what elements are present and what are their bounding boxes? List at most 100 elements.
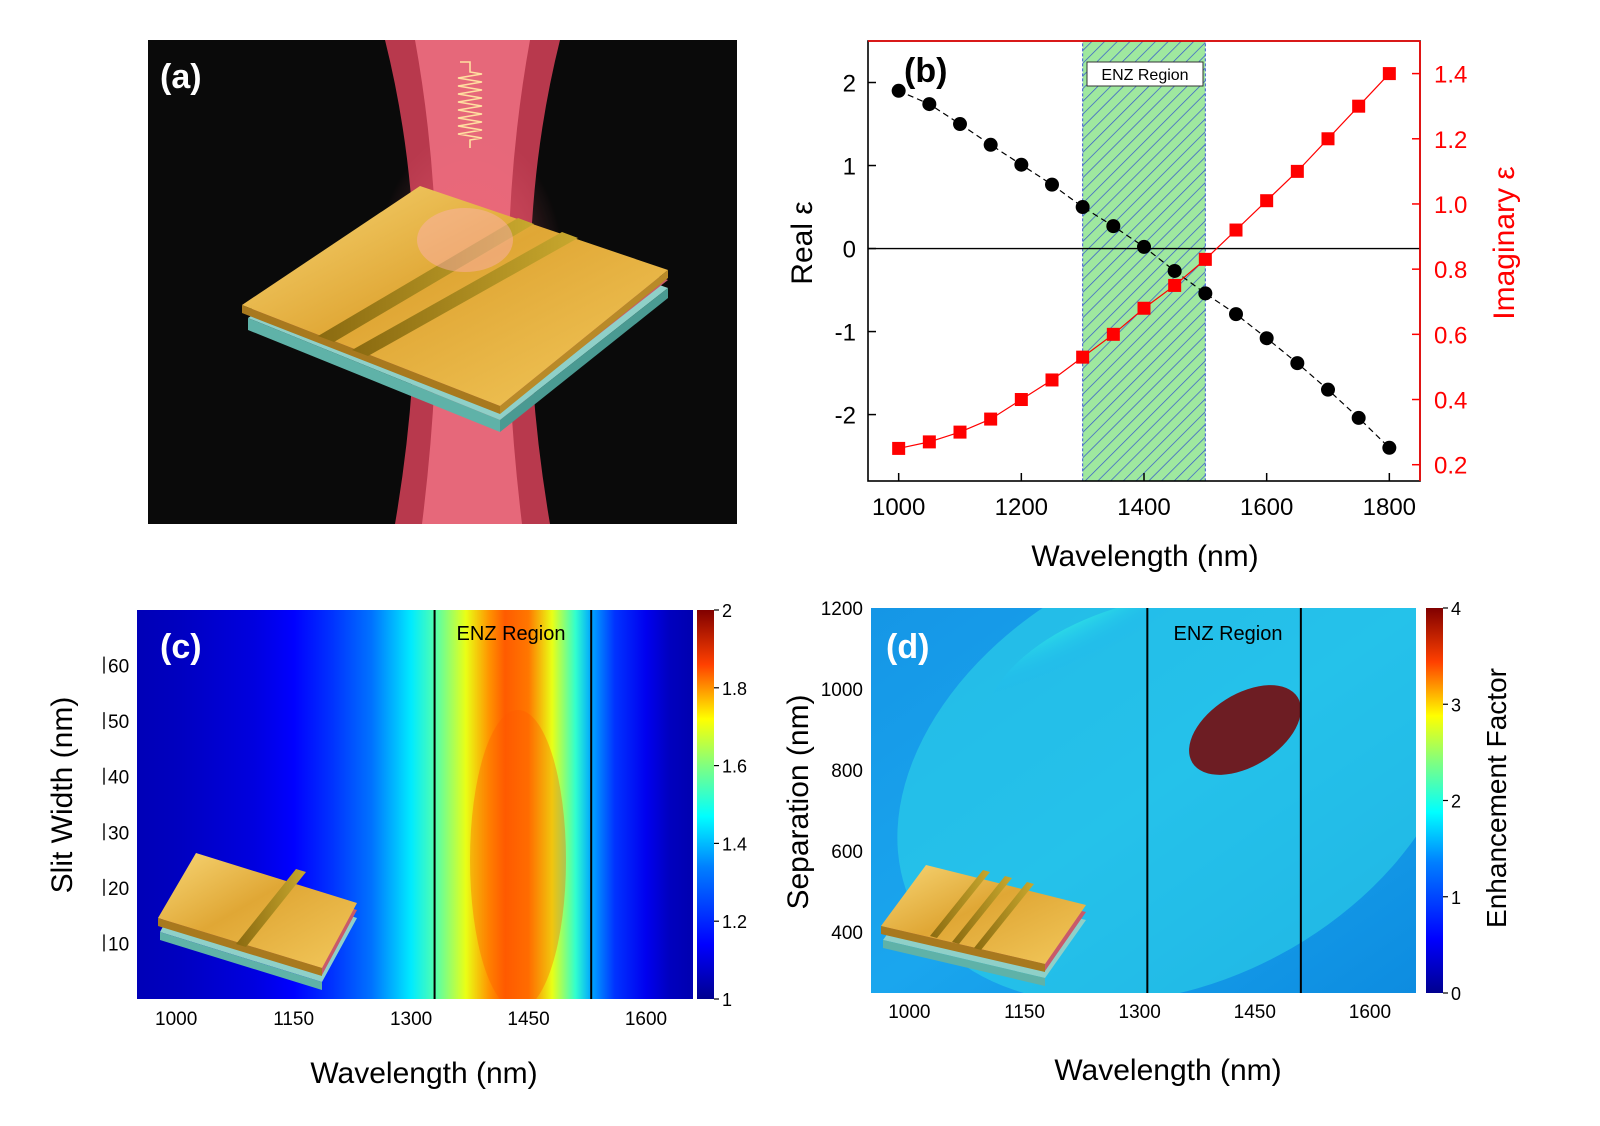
imag-eps-point <box>1168 279 1181 292</box>
y-tick-label-right-b: 1.2 <box>1434 127 1467 154</box>
colorbar-c-ticks: 21.81.61.41.21 <box>714 601 747 1010</box>
x-tick-label-b: 1400 <box>1117 494 1170 521</box>
imag-eps-point <box>1015 393 1028 406</box>
real-eps-point <box>1014 158 1028 172</box>
colorbar-tick-label-c: 2 <box>722 601 732 621</box>
colorbar-tick-label-c: 1.6 <box>722 757 747 777</box>
y-tick-label-d: 800 <box>831 761 863 782</box>
colorbar-tick-label-d: 2 <box>1451 792 1461 812</box>
colorbar-tick-label-c: 1.2 <box>722 912 747 932</box>
y-axis-label-right-b: Imaginary ε <box>1488 166 1521 319</box>
x-tick-label-c: 1000 <box>155 1009 197 1030</box>
colorbar-tick-label-d: 1 <box>1451 888 1461 908</box>
colorbar-d-ticks: 4 3 2 1 0 <box>1443 599 1461 1004</box>
y-tick-label-right-b: 1.4 <box>1434 62 1467 89</box>
enz-label-c: ENZ Region <box>457 623 566 645</box>
imag-eps-point <box>984 413 997 426</box>
imag-eps-point <box>1260 194 1273 207</box>
imag-eps-point <box>954 426 967 439</box>
imag-eps-point <box>1107 328 1120 341</box>
y-tick-label-d: 400 <box>831 923 863 944</box>
x-tick-label-b: 1800 <box>1363 494 1416 521</box>
x-tick-label-b: 1000 <box>872 494 925 521</box>
x-tick-label-c: 1150 <box>273 1009 314 1030</box>
x-axis-label-c: Wavelength (nm) <box>310 1057 537 1090</box>
real-eps-point <box>1260 331 1274 345</box>
y-tick-label-c: 50 <box>108 712 129 733</box>
colorbar-d <box>1426 608 1443 993</box>
colorbar-tick-label-c: 1.8 <box>722 679 747 699</box>
panel-c: ENZ Region 1000 1150 1300 1450 1600 60 50 40 30 2… <box>46 601 747 1090</box>
imag-eps-point <box>1076 351 1089 364</box>
real-eps-point <box>984 138 998 152</box>
y-tick-label-left-b: 1 <box>843 154 856 181</box>
imag-eps-point <box>1383 67 1396 80</box>
colorbar-tick-label-d: 4 <box>1451 599 1461 619</box>
real-eps-point <box>1106 219 1120 233</box>
real-eps-point <box>1229 307 1243 321</box>
imag-eps-point <box>1138 302 1151 315</box>
real-eps-point <box>953 117 967 131</box>
panel-label-b: (b) <box>904 52 947 90</box>
x-axis-label-d: Wavelength (nm) <box>1054 1054 1281 1087</box>
real-eps-point <box>1045 178 1059 192</box>
y-tick-label-right-b: 0.2 <box>1434 453 1467 480</box>
y-tick-label-c: 10 <box>108 934 129 955</box>
y-tick-label-right-b: 1.0 <box>1434 192 1467 219</box>
x-tick-label-d: 1150 <box>1004 1002 1045 1023</box>
imag-eps-point <box>1322 132 1335 145</box>
real-eps-point <box>1352 411 1366 425</box>
colorbar-tick-label-c: 1 <box>722 990 732 1010</box>
x-tick-label-c: 1300 <box>390 1009 432 1030</box>
panel-a: (a) <box>148 40 737 524</box>
enz-label-b: ENZ Region <box>1101 67 1188 84</box>
x-tick-label-c: 1600 <box>625 1009 667 1030</box>
imag-eps-point <box>892 442 905 455</box>
x-tick-label-c: 1450 <box>507 1009 549 1030</box>
x-tick-label-d: 1000 <box>888 1002 930 1023</box>
panel-label-c: (c) <box>160 628 202 666</box>
y-axis-label-d: Separation (nm) <box>782 694 815 909</box>
real-eps-point <box>1076 200 1090 214</box>
real-eps-point <box>1290 356 1304 370</box>
enz-region-band <box>1083 41 1206 481</box>
x-tick-label-b: 1200 <box>995 494 1048 521</box>
imag-eps-point <box>1352 100 1365 113</box>
y-tick-label-c: 30 <box>108 823 129 844</box>
colorbar-tick-label-d: 0 <box>1451 984 1461 1004</box>
figure-canvas: (a) ENZ Region 1000 1200 1400 1600 1800210-1… <box>0 0 1600 1126</box>
imag-eps-point <box>1291 165 1304 178</box>
panel-label-a: (a) <box>160 58 202 96</box>
enz-label-d: ENZ Region <box>1174 623 1283 645</box>
x-tick-label-d: 1300 <box>1119 1002 1161 1023</box>
x-tick-label-d: 1600 <box>1349 1002 1391 1023</box>
colorbar-tick-label-d: 3 <box>1451 695 1461 715</box>
y-tick-label-d: 1000 <box>821 680 863 701</box>
panel-label-d: (d) <box>886 628 929 666</box>
y-tick-label-left-b: 2 <box>843 71 856 98</box>
imag-eps-point <box>1230 224 1243 237</box>
y-tick-label-c: 20 <box>108 879 129 900</box>
y-tick-label-right-b: 0.4 <box>1434 388 1467 415</box>
y-tick-label-right-b: 0.6 <box>1434 322 1467 349</box>
x-tick-label-d: 1450 <box>1234 1002 1276 1023</box>
colorbar-c <box>697 610 714 999</box>
x-tick-label-b: 1600 <box>1240 494 1293 521</box>
y-tick-label-left-b: 0 <box>843 237 856 264</box>
colorbar-label-d: Enhancement Factor <box>1481 668 1512 928</box>
panel-b: ENZ Region 1000 1200 1400 1600 1800 2 1 0 -1 -2 1.… <box>786 41 1521 573</box>
real-eps-point <box>1168 264 1182 278</box>
y-tick-label-c: 60 <box>108 657 129 678</box>
y-axis-label-left-b: Real ε <box>786 201 819 284</box>
enz-label-box: ENZ Region <box>1087 62 1203 86</box>
real-eps-point <box>1382 441 1396 455</box>
y-tick-label-left-b: -1 <box>835 320 856 347</box>
real-eps-point <box>1321 383 1335 397</box>
y-tick-label-left-b: -2 <box>835 403 856 430</box>
imag-eps-point <box>923 435 936 448</box>
y-tick-label-c: 40 <box>108 768 129 789</box>
y-tick-label-d: 600 <box>831 842 863 863</box>
imag-eps-point <box>1199 253 1212 266</box>
x-axis-label-b: Wavelength (nm) <box>1031 540 1258 573</box>
y-axis-label-c: Slit Width (nm) <box>46 697 79 894</box>
